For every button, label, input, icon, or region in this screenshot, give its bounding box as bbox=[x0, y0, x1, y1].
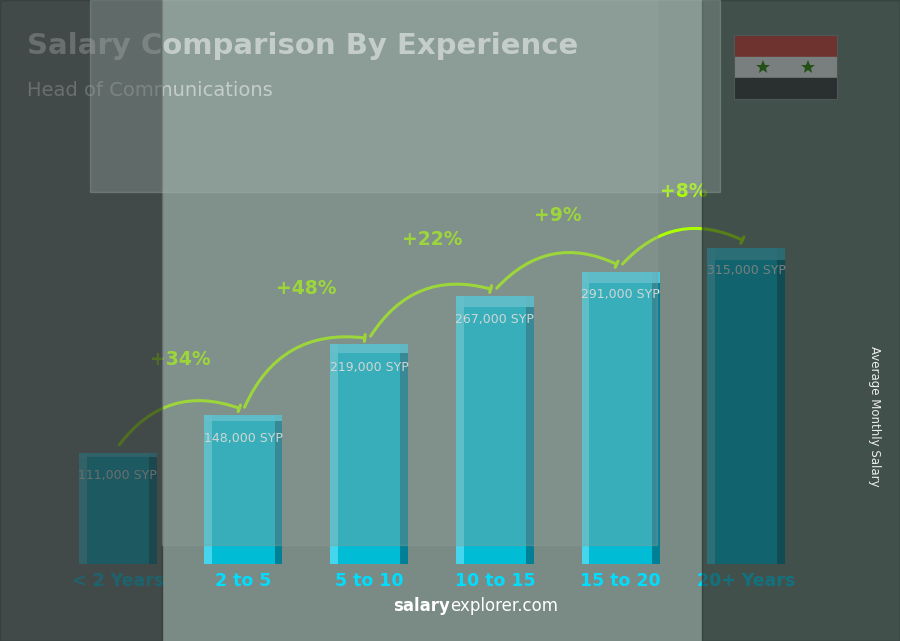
Text: Head of Communications: Head of Communications bbox=[27, 81, 273, 100]
Text: 315,000 SYP: 315,000 SYP bbox=[706, 264, 786, 278]
Text: Average Monthly Salary: Average Monthly Salary bbox=[868, 346, 881, 487]
Text: salary: salary bbox=[393, 597, 450, 615]
Text: +48%: +48% bbox=[276, 279, 337, 297]
Text: 111,000 SYP: 111,000 SYP bbox=[78, 469, 158, 482]
Bar bbox=[778, 247, 786, 564]
Bar bbox=[581, 272, 660, 564]
Text: +34%: +34% bbox=[150, 350, 211, 369]
Bar bbox=[330, 344, 408, 353]
Bar bbox=[90, 0, 720, 192]
Text: explorer.com: explorer.com bbox=[450, 597, 558, 615]
Bar bbox=[400, 344, 408, 564]
Bar bbox=[78, 453, 157, 457]
Text: 219,000 SYP: 219,000 SYP bbox=[329, 361, 409, 374]
Text: 267,000 SYP: 267,000 SYP bbox=[455, 313, 535, 326]
Text: Salary Comparison By Experience: Salary Comparison By Experience bbox=[27, 32, 578, 60]
Bar bbox=[78, 453, 157, 564]
Bar bbox=[162, 0, 657, 545]
Bar bbox=[456, 296, 464, 564]
Bar bbox=[707, 247, 716, 564]
Bar bbox=[330, 344, 338, 564]
Bar bbox=[204, 415, 212, 564]
Bar bbox=[456, 296, 534, 564]
Text: 148,000 SYP: 148,000 SYP bbox=[204, 432, 283, 445]
Bar bbox=[702, 0, 900, 641]
Bar bbox=[652, 272, 660, 564]
Bar bbox=[707, 247, 786, 564]
Text: +22%: +22% bbox=[401, 230, 463, 249]
Bar bbox=[734, 78, 837, 99]
Bar bbox=[274, 415, 283, 564]
Bar bbox=[734, 56, 837, 78]
Bar bbox=[581, 272, 660, 283]
Text: +8%: +8% bbox=[660, 182, 707, 201]
Bar bbox=[204, 415, 283, 564]
Bar bbox=[148, 453, 157, 564]
Bar bbox=[0, 0, 162, 641]
Bar bbox=[707, 247, 786, 260]
Bar bbox=[78, 453, 86, 564]
Bar bbox=[581, 272, 590, 564]
Text: +9%: +9% bbox=[534, 206, 581, 225]
Bar bbox=[526, 296, 534, 564]
Text: 291,000 SYP: 291,000 SYP bbox=[581, 288, 660, 301]
Bar bbox=[456, 296, 534, 306]
Bar bbox=[734, 35, 837, 56]
Bar bbox=[204, 415, 283, 421]
Bar bbox=[330, 344, 408, 564]
